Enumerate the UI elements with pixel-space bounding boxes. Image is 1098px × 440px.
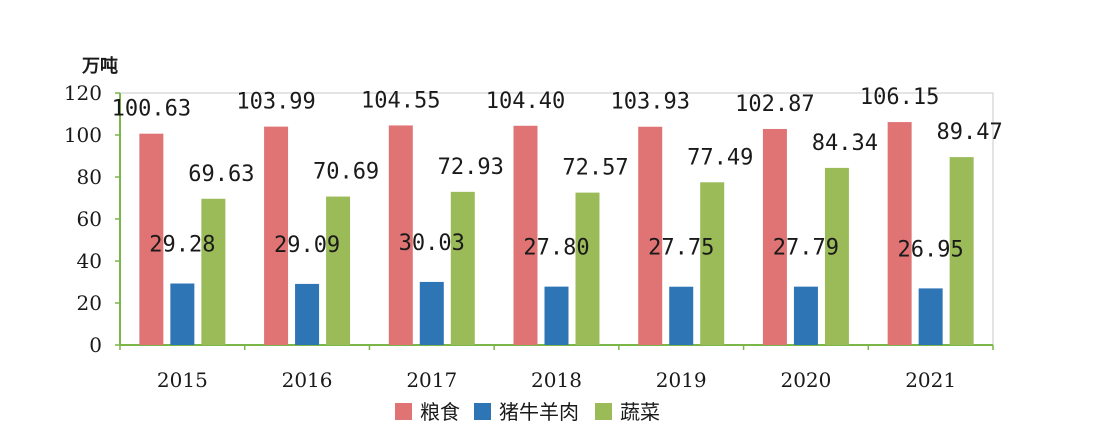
y-tick-label: 100 [64,123,102,147]
x-tick-label: 2016 [282,368,333,392]
data-label: 103.93 [610,90,689,115]
data-label: 27.75 [648,236,714,261]
data-label: 84.34 [812,131,878,156]
data-labels: 100.63 29.28 69.63 103.99 29.09 70.69 104.55 30… [112,85,1003,262]
bar [264,126,289,345]
data-label: 27.80 [523,236,589,261]
data-label: 70.69 [313,160,379,185]
x-tick-label: 2015 [157,368,208,392]
bar [139,133,164,345]
data-label: 104.40 [486,89,565,114]
bar [513,125,538,345]
x-tick-label: 2018 [531,368,582,392]
y-axis-unit-label: 万吨 [81,55,118,77]
bar [887,122,912,346]
bar [575,192,600,345]
x-tick-label: 2020 [780,368,831,392]
y-axis: 0 20 40 60 80 100 120 [64,81,120,357]
bars [139,122,974,346]
legend-swatch [474,403,491,420]
data-label: 103.99 [236,90,315,115]
bar [170,283,195,345]
bar [544,286,569,345]
bar [824,167,849,345]
data-label: 104.55 [361,88,440,113]
bar [762,128,787,345]
bar [326,196,351,345]
bar [201,198,226,345]
legend-swatch [595,403,612,420]
bar [419,281,444,345]
data-label: 72.57 [562,156,628,181]
x-tick-label: 2017 [406,368,457,392]
bar [295,283,320,345]
bar [638,126,663,345]
data-label: 29.09 [274,233,340,258]
y-tick-label: 80 [77,165,102,189]
bar [450,191,475,345]
bar [918,288,943,345]
y-tick-label: 40 [77,249,102,273]
legend: 粮食 猪牛羊肉 蔬菜 [395,400,660,424]
data-label: 27.79 [773,236,839,261]
legend-label: 猪牛羊肉 [499,400,579,424]
bar [700,182,725,345]
data-label: 26.95 [898,237,964,262]
data-label: 100.63 [112,97,191,122]
legend-label: 粮食 [420,400,460,424]
data-label: 69.63 [188,162,254,187]
data-label: 77.49 [687,145,753,170]
bar [949,157,974,345]
x-tick-label: 2021 [905,368,956,392]
legend-swatch [395,403,412,420]
y-tick-label: 120 [64,81,102,105]
x-tick-label: 2019 [656,368,707,392]
data-label: 106.15 [860,85,939,110]
data-label: 30.03 [399,231,465,256]
x-axis: 2015 2016 2017 2018 2019 2020 2021 [119,345,994,392]
data-label: 102.87 [735,92,814,117]
legend-label: 蔬菜 [620,400,660,424]
y-tick-label: 20 [77,291,102,315]
data-label: 89.47 [937,120,1003,145]
data-label: 29.28 [149,233,215,258]
bar [793,286,818,345]
data-label: 72.93 [438,155,504,180]
y-tick-label: 0 [89,333,102,357]
y-tick-label: 60 [77,207,102,231]
bar [388,125,413,345]
bar [669,286,694,345]
